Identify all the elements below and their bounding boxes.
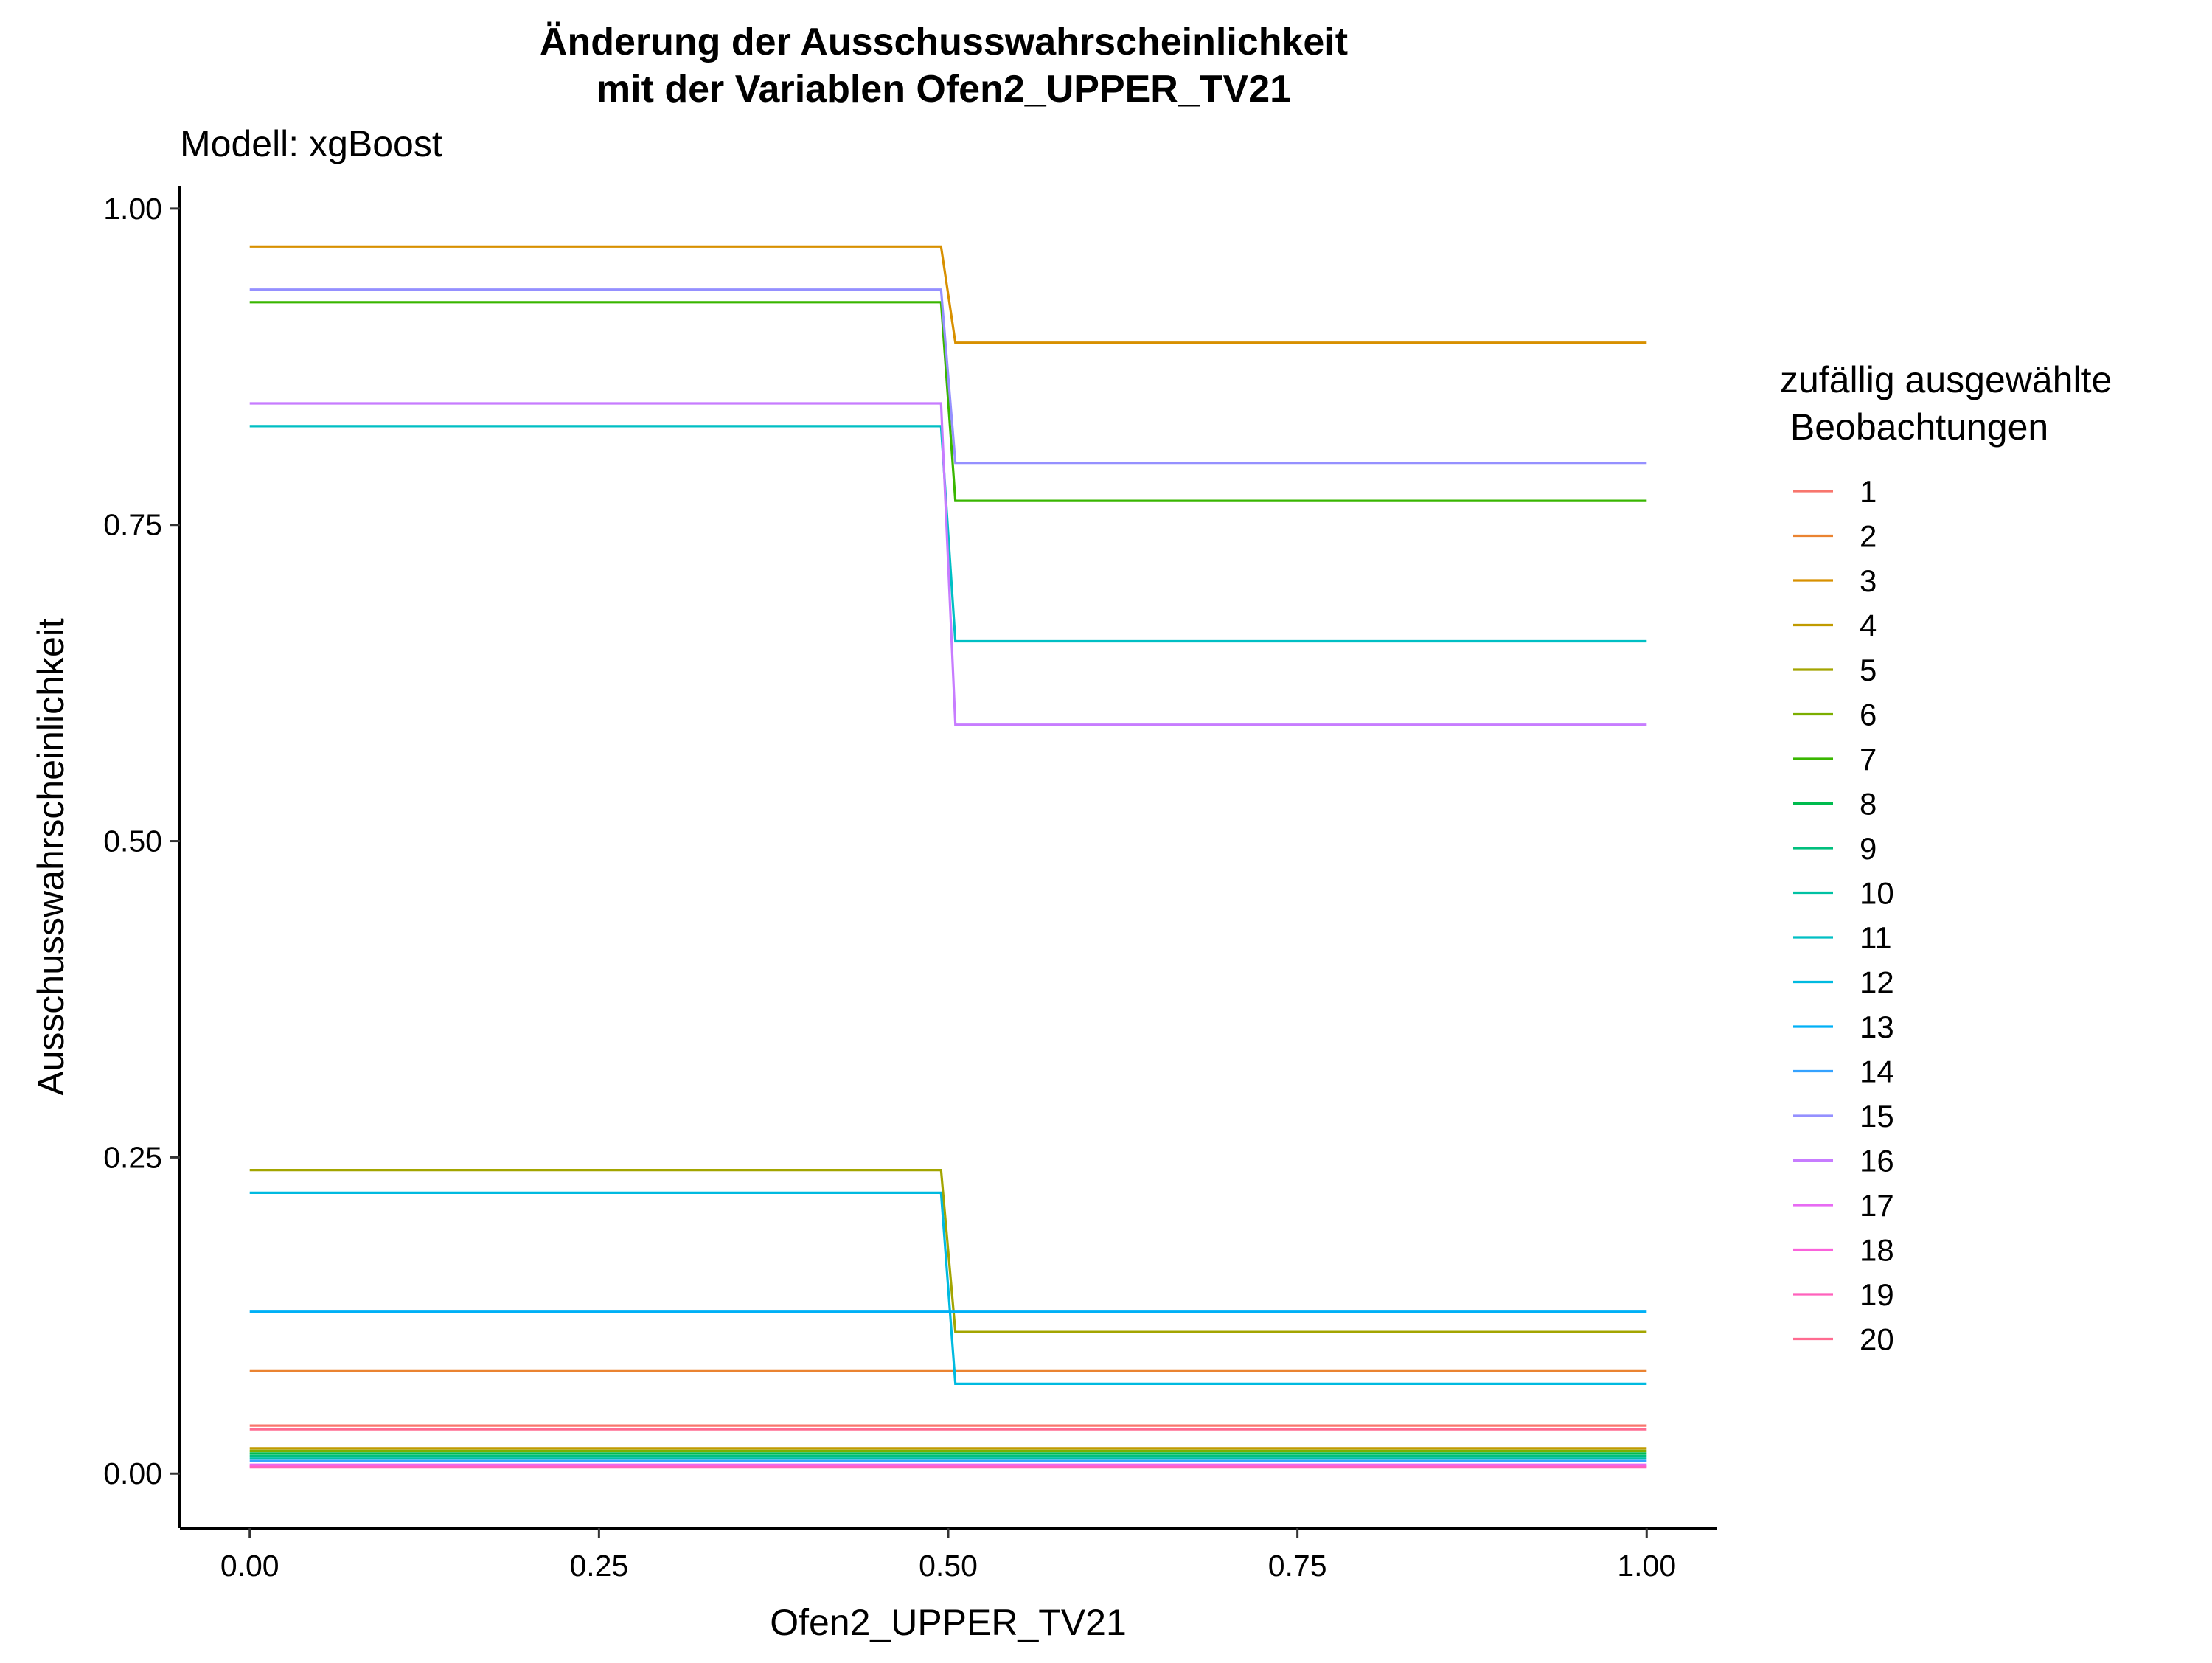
x-tick-label: 0.25 — [569, 1549, 628, 1583]
legend-item-13: 13 — [1793, 1010, 1894, 1044]
y-tick-label: 0.00 — [103, 1457, 162, 1490]
x-axis-label: Ofen2_UPPER_TV21 — [770, 1602, 1127, 1643]
legend-label: 4 — [1860, 608, 1877, 643]
legend-title-line-1: zufällig ausgewählte — [1780, 359, 2112, 400]
x-tick-label: 0.75 — [1268, 1549, 1327, 1583]
legend-item-10: 10 — [1793, 876, 1894, 911]
series-line-16 — [249, 402, 1647, 726]
legend-label: 20 — [1860, 1322, 1894, 1357]
legend-item-4: 4 — [1793, 608, 1877, 643]
y-tick-label: 0.50 — [103, 824, 162, 858]
legend-label: 8 — [1860, 787, 1877, 822]
legend-item-12: 12 — [1793, 965, 1894, 1000]
legend-label: 15 — [1860, 1099, 1894, 1133]
legend-label: 14 — [1860, 1055, 1894, 1089]
y-tick-label: 0.25 — [103, 1140, 162, 1174]
legend-label: 9 — [1860, 831, 1877, 866]
legend-item-11: 11 — [1793, 920, 1892, 955]
legend-label: 18 — [1860, 1233, 1894, 1268]
legend-label: 6 — [1860, 698, 1877, 732]
series-line-15 — [249, 288, 1647, 465]
legend-item-14: 14 — [1793, 1055, 1894, 1089]
legend-item-19: 19 — [1793, 1277, 1894, 1312]
legend-item-8: 8 — [1793, 787, 1877, 822]
y-axis-label: Ausschusswahrscheinlichkeit — [30, 618, 72, 1096]
legend-label: 17 — [1860, 1188, 1894, 1223]
legend-item-3: 3 — [1793, 563, 1877, 598]
legend-item-20: 20 — [1793, 1322, 1894, 1357]
legend-title-line-2: Beobachtungen — [1780, 406, 2048, 448]
legend-label: 19 — [1860, 1277, 1894, 1312]
legend-item-6: 6 — [1793, 698, 1877, 732]
legend-label: 11 — [1860, 920, 1892, 955]
x-tick-label: 1.00 — [1617, 1549, 1676, 1583]
series-line-5 — [249, 1168, 1647, 1333]
series-line-3 — [249, 245, 1647, 344]
legend-label: 5 — [1860, 653, 1877, 687]
y-axis-ticks: 0.00 0.25 0.50 0.75 1.00 — [103, 192, 180, 1490]
legend-label: 10 — [1860, 876, 1894, 911]
y-tick-label: 0.75 — [103, 508, 162, 542]
legend-label: 1 — [1860, 474, 1877, 509]
legend-label: 2 — [1860, 519, 1877, 554]
legend: zufällig ausgewählte Beobachtungen 12345… — [1780, 359, 2112, 1357]
x-axis-ticks: 0.00 0.25 0.50 0.75 1.00 — [220, 1528, 1676, 1583]
legend-label: 16 — [1860, 1144, 1894, 1178]
legend-label: 12 — [1860, 965, 1894, 1000]
legend-item-15: 15 — [1793, 1099, 1894, 1133]
legend-item-2: 2 — [1793, 519, 1877, 554]
legend-label: 3 — [1860, 563, 1877, 598]
legend-item-17: 17 — [1793, 1188, 1894, 1223]
legend-item-18: 18 — [1793, 1233, 1894, 1268]
chart-title-line-2: mit der Variablen Ofen2_UPPER_TV21 — [597, 68, 1291, 111]
y-tick-label: 1.00 — [103, 192, 162, 226]
chart-title-line-1: Änderung der Ausschusswahrscheinlichkeit — [540, 21, 1348, 63]
legend-item-1: 1 — [1793, 474, 1877, 509]
x-tick-label: 0.00 — [220, 1549, 279, 1583]
legend-item-16: 16 — [1793, 1144, 1894, 1178]
legend-label: 13 — [1860, 1010, 1894, 1044]
chart-subtitle: Modell: xgBoost — [180, 123, 442, 164]
series-line-7 — [249, 301, 1647, 502]
series-line-11 — [249, 425, 1647, 643]
legend-item-9: 9 — [1793, 831, 1877, 866]
x-tick-label: 0.50 — [919, 1549, 978, 1583]
legend-item-7: 7 — [1793, 742, 1877, 777]
legend-item-5: 5 — [1793, 653, 1877, 687]
series-line-12 — [249, 1191, 1647, 1386]
plot-lines — [249, 245, 1647, 1469]
legend-label: 7 — [1860, 742, 1877, 777]
